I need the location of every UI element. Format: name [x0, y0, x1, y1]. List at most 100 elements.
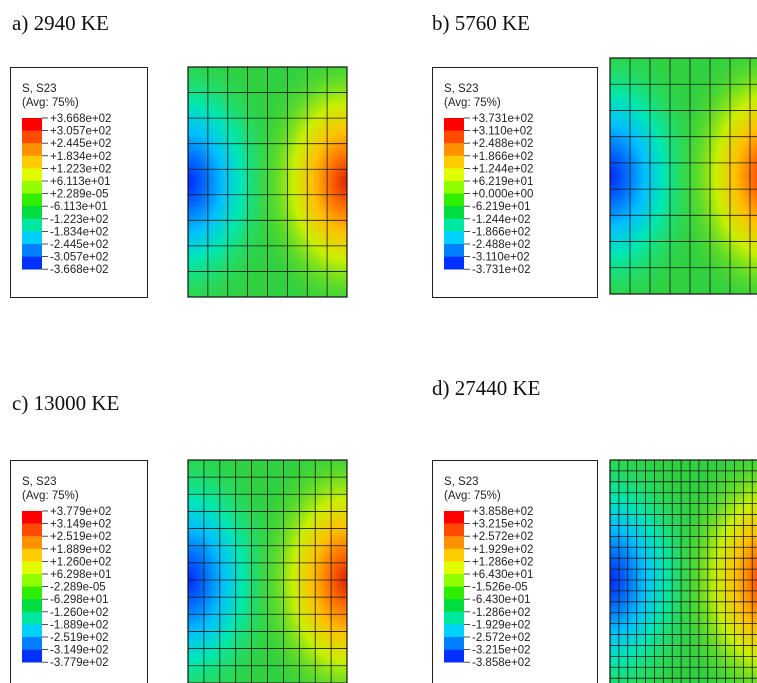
legend-swatch	[22, 118, 42, 131]
legend-label: -3.215e+02	[472, 645, 531, 657]
legend-label: +3.858e+02	[472, 506, 533, 518]
legend-label: -2.572e+02	[472, 632, 531, 644]
legend-label: +6.430e+01	[472, 569, 533, 581]
legend-swatch	[444, 193, 464, 207]
legend-label: +1.929e+02	[472, 544, 533, 556]
legend-swatch	[22, 231, 42, 245]
legend-swatch	[444, 256, 464, 270]
legend-swatch	[444, 155, 464, 169]
legend-label: +1.866e+02	[472, 151, 533, 163]
legend-swatch	[22, 548, 42, 562]
legend-swatch	[444, 561, 464, 575]
legend-label: -1.526e-05	[472, 582, 528, 594]
legend-label: +3.215e+02	[472, 519, 533, 531]
legend-label: +1.286e+02	[472, 556, 533, 568]
legend-label: -6.113e+01	[50, 201, 108, 213]
legend-swatch	[444, 536, 464, 550]
legend-swatch	[444, 586, 464, 600]
legend-swatch	[444, 244, 464, 257]
legend-swatch	[22, 193, 42, 207]
legend-swatch	[444, 624, 464, 638]
legend-label: -6.430e+01	[472, 594, 531, 606]
legend-swatch	[22, 599, 42, 613]
legend-label: +3.731e+02	[472, 113, 533, 125]
legend-label: -1.260e+02	[50, 607, 109, 619]
legend-label: -1.223e+02	[50, 214, 109, 226]
legend-swatch	[444, 168, 464, 182]
legend-label: -2.519e+02	[50, 632, 109, 644]
legend-swatch	[22, 523, 42, 537]
legend-label: -6.298e+01	[50, 594, 109, 606]
legend-title: S, S23	[22, 83, 57, 95]
legend-label: +1.834e+02	[50, 151, 111, 163]
legend-label: +1.244e+02	[472, 163, 533, 175]
legend-swatch	[444, 118, 464, 131]
legend-swatch	[444, 206, 464, 220]
legend-swatch	[444, 143, 464, 157]
legend-label: -1.929e+02	[472, 619, 531, 631]
legend-swatch	[444, 649, 464, 663]
legend-label: -2.289e-05	[50, 582, 106, 594]
contour-border	[609, 57, 757, 295]
legend-subtitle: (Avg: 75%)	[22, 97, 79, 109]
legend-swatch	[444, 637, 464, 650]
legend-label: +0.000e+00	[472, 189, 533, 201]
legend-subtitle: (Avg: 75%)	[444, 490, 501, 502]
contour-plot	[187, 66, 348, 298]
legend-label: +3.110e+02	[472, 126, 533, 138]
contour-plot	[609, 459, 757, 683]
legend-swatch	[22, 130, 42, 144]
legend-label: -3.110e+02	[472, 252, 530, 264]
contour-plot	[609, 57, 757, 295]
contour-border	[187, 66, 348, 298]
legend-title: S, S23	[444, 476, 479, 488]
legend-label: -3.779e+02	[50, 657, 109, 669]
legend-label: +6.298e+01	[50, 569, 111, 581]
legend-swatch	[444, 574, 464, 587]
legend-title: S, S23	[22, 476, 57, 488]
legend-swatch	[22, 511, 42, 524]
legend-label: +3.779e+02	[50, 506, 111, 518]
legend-swatch	[444, 511, 464, 524]
contour-border	[609, 459, 757, 683]
legend-swatch	[22, 586, 42, 600]
legend-label: -1.866e+02	[472, 226, 531, 238]
panel: d) 27440 KE S, S23 (Avg: 75%) +3.858e+02+3.…	[432, 376, 757, 683]
legend-swatch	[22, 181, 42, 194]
legend-label: +3.149e+02	[50, 519, 111, 531]
legend-label: -2.445e+02	[50, 239, 109, 251]
legend-label: -3.731e+02	[472, 264, 531, 276]
panel: a) 2940 KE S, S23 (Avg: 75%) +3.668e+02+3.0…	[10, 11, 348, 298]
legend-label: +2.445e+02	[50, 138, 111, 150]
legend-swatch	[22, 218, 42, 232]
panel-title: a) 2940 KE	[12, 11, 109, 35]
legend-swatch	[444, 130, 464, 144]
legend-label: +2.572e+02	[472, 531, 533, 543]
legend-subtitle: (Avg: 75%)	[22, 490, 79, 502]
legend-swatch	[22, 168, 42, 182]
legend-label: +6.219e+01	[472, 176, 533, 188]
legend-swatch	[22, 155, 42, 169]
legend-swatch	[22, 637, 42, 650]
legend-swatch	[444, 548, 464, 562]
legend-label: -1.286e+02	[472, 607, 531, 619]
legend-label: -1.244e+02	[472, 214, 531, 226]
panel: c) 13000 KE S, S23 (Avg: 75%) +3.779e+02+3.…	[10, 391, 348, 683]
legend-swatch	[22, 561, 42, 575]
legend-label: -3.149e+02	[50, 645, 109, 657]
legend-label: +1.260e+02	[50, 556, 111, 568]
legend-label: +2.289e-05	[50, 189, 109, 201]
legend-label: -3.057e+02	[50, 252, 109, 264]
legend-label: +2.488e+02	[472, 138, 533, 150]
legend-swatch	[22, 649, 42, 663]
legend-swatch	[444, 523, 464, 537]
legend-label: -3.858e+02	[472, 657, 531, 669]
legend-label: -2.488e+02	[472, 239, 531, 251]
panel: b) 5760 KE S, S23 (Avg: 75%) +3.731e+02+3.1…	[432, 11, 757, 298]
legend-title: S, S23	[444, 83, 479, 95]
legend-swatch	[22, 624, 42, 638]
legend-label: -3.668e+02	[50, 264, 109, 276]
legend-swatch	[22, 256, 42, 270]
legend-swatch	[22, 611, 42, 625]
